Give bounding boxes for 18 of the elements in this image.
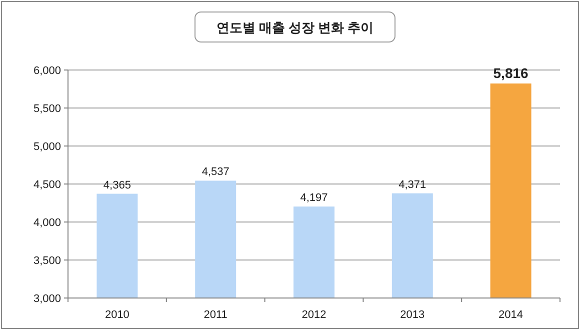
y-tick-label: 5,500 <box>33 103 61 115</box>
x-tick-label: 2014 <box>498 309 524 321</box>
y-tick-label: 3,500 <box>33 255 61 267</box>
data-label: 4,537 <box>202 166 230 178</box>
data-label: 4,365 <box>103 179 131 192</box>
data-label: 4,371 <box>398 178 426 191</box>
x-tick-label: 2011 <box>204 309 228 321</box>
x-tick-label: 2012 <box>302 309 326 321</box>
y-tick-label: 4,500 <box>33 179 61 191</box>
y-tick-label: 5,000 <box>33 141 61 153</box>
x-tick-label: 2010 <box>104 309 130 321</box>
y-tick-label: 3,000 <box>33 293 61 305</box>
y-tick-label: 4,000 <box>33 217 61 229</box>
data-label: 5,816 <box>493 64 529 81</box>
data-label: 4,197 <box>300 192 328 204</box>
chart-title: 연도별 매출 성장 변화 추이 <box>216 20 374 35</box>
x-tick-label: 2013 <box>400 309 425 321</box>
y-tick-label: 6,000 <box>33 65 61 77</box>
